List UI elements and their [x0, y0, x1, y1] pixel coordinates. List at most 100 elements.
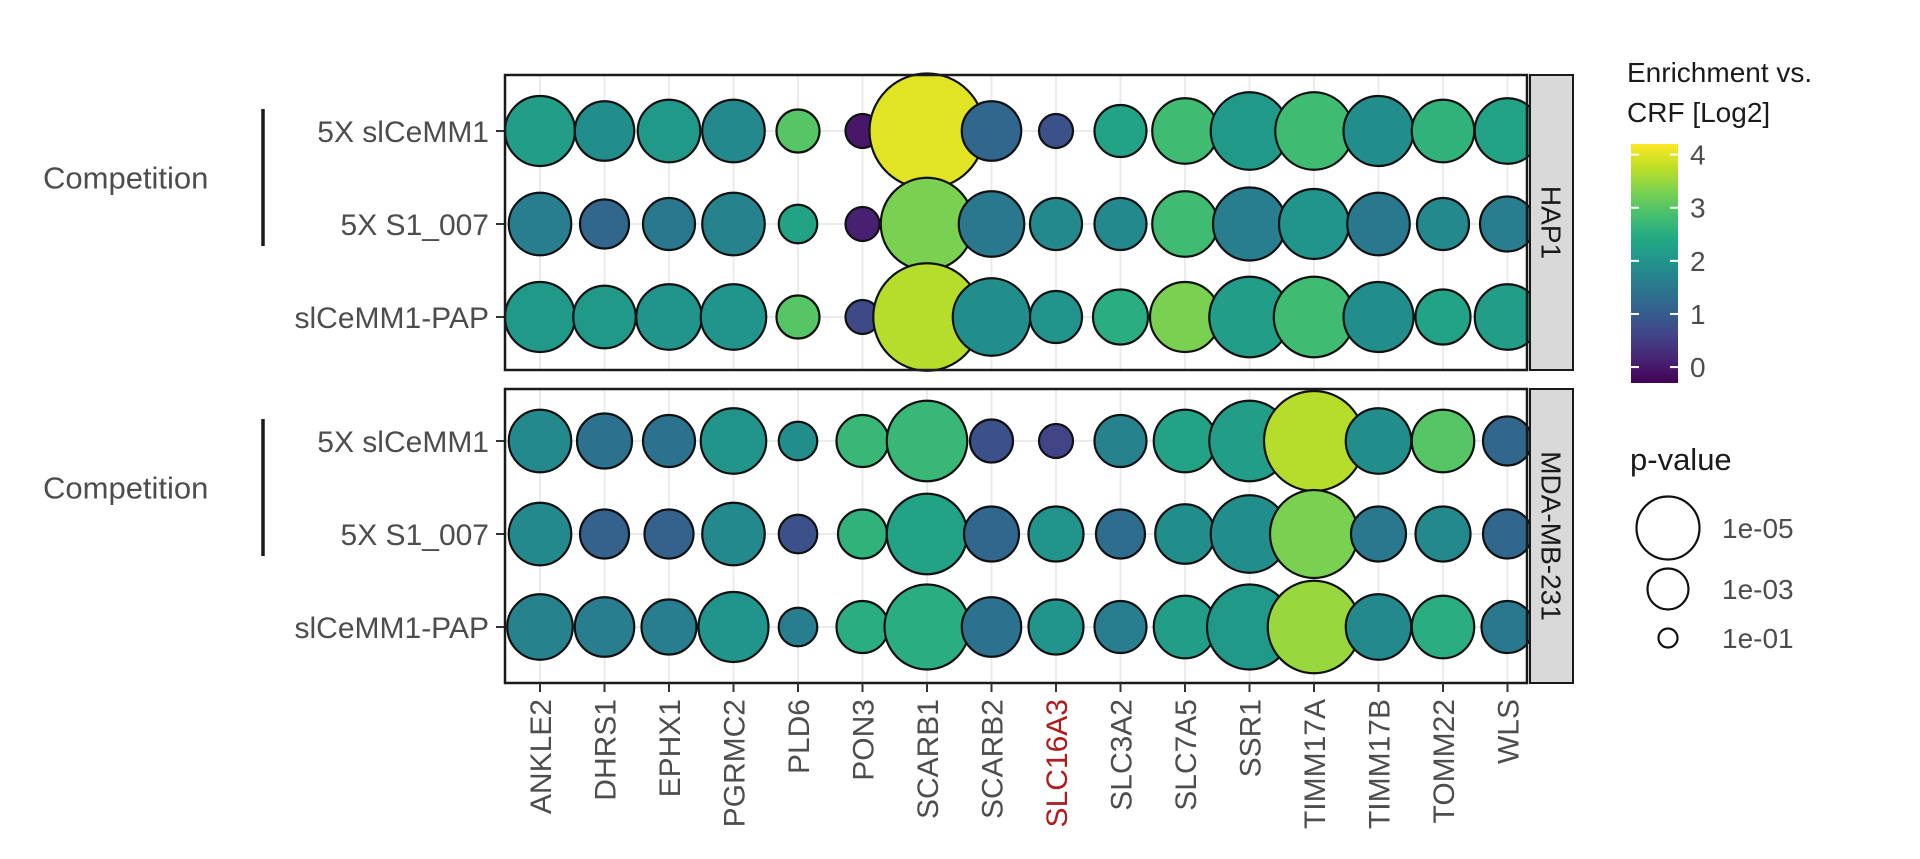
data-point — [699, 283, 768, 351]
data-point — [1027, 505, 1085, 563]
data-point — [1414, 505, 1472, 563]
x-tick-label: SCARB2 — [977, 699, 1010, 819]
data-point — [573, 596, 636, 658]
data-point — [578, 198, 631, 250]
data-point — [1481, 508, 1534, 560]
x-tick-label: SLC7A5 — [1170, 699, 1203, 811]
facet-strip — [1529, 388, 1574, 684]
color-legend-title: Enrichment vs. — [1627, 57, 1812, 88]
data-point — [1093, 413, 1148, 469]
data-point — [575, 412, 634, 470]
data-point — [636, 98, 702, 164]
group-label: Competition — [43, 161, 208, 196]
data-point — [701, 501, 766, 567]
data-point — [1211, 186, 1288, 262]
data-point — [641, 413, 697, 469]
y-tick-label: 5X S1_007 — [341, 209, 489, 242]
colorbar-tick-label: 1 — [1690, 299, 1706, 330]
x-tick-label: ANKLE2 — [525, 699, 558, 814]
colorbar-tick-label: 0 — [1690, 352, 1706, 383]
data-point — [885, 399, 969, 483]
data-point — [573, 100, 636, 162]
data-point — [1414, 288, 1472, 346]
data-point — [1410, 408, 1476, 474]
y-tick-label: slCeMM1-PAP — [295, 302, 489, 335]
facet-strip — [1529, 74, 1574, 371]
data-point — [1342, 280, 1415, 354]
y-tick-label: 5X S1_007 — [341, 519, 489, 552]
x-tick-label: TOMM22 — [1428, 699, 1461, 823]
data-point — [883, 583, 971, 671]
x-tick-label: SSR1 — [1235, 699, 1268, 777]
data-point — [962, 505, 1021, 563]
data-point — [960, 596, 1023, 658]
x-tick-label: PLD6 — [783, 699, 816, 774]
data-point — [701, 191, 766, 257]
data-point — [777, 420, 819, 462]
data-point — [960, 100, 1023, 162]
x-tick-label: TIMM17B — [1364, 699, 1397, 829]
data-point — [1277, 187, 1351, 261]
size-legend-label: 1e-03 — [1722, 574, 1794, 605]
y-tick-label: 5X slCeMM1 — [317, 426, 489, 459]
data-point — [572, 284, 637, 350]
data-point — [777, 203, 819, 245]
data-point — [775, 108, 821, 154]
data-point — [1151, 190, 1219, 258]
group-label: Competition — [43, 471, 208, 506]
data-point — [1027, 598, 1085, 656]
data-point — [1268, 488, 1360, 580]
data-point — [777, 513, 819, 555]
data-point — [1410, 98, 1476, 164]
panel-border — [503, 73, 1529, 372]
data-point — [1151, 97, 1219, 165]
data-point — [578, 508, 631, 560]
data-point — [503, 94, 577, 168]
data-point — [507, 408, 573, 474]
facet-label: HAP1 — [1536, 186, 1567, 259]
data-point — [777, 606, 819, 648]
data-point — [885, 492, 969, 576]
data-point — [697, 590, 770, 664]
size-legend-circle — [1657, 627, 1679, 649]
x-tick-label: PGRMC2 — [719, 699, 752, 827]
data-point — [641, 196, 697, 252]
data-point — [506, 593, 574, 661]
x-tick-label: DHRS1 — [590, 699, 623, 801]
data-point — [844, 205, 881, 243]
data-point — [957, 190, 1026, 258]
data-point — [1272, 275, 1356, 359]
data-point — [1028, 196, 1084, 252]
data-point — [1037, 422, 1075, 460]
data-point — [951, 277, 1032, 357]
data-point — [640, 598, 698, 656]
data-point — [1480, 599, 1535, 655]
data-point — [836, 508, 889, 560]
color-legend-title: CRF [Log2] — [1627, 97, 1770, 128]
data-point — [1344, 593, 1413, 661]
data-point — [503, 280, 577, 354]
data-point — [1410, 594, 1476, 660]
y-tick-label: 5X slCeMM1 — [317, 116, 489, 149]
data-point — [1349, 505, 1408, 563]
data-point — [1415, 196, 1471, 252]
data-point — [1093, 599, 1148, 655]
data-point — [1481, 415, 1534, 467]
data-point — [699, 407, 768, 475]
colorbar — [1631, 144, 1678, 383]
size-legend-title: p-value — [1630, 442, 1732, 477]
data-point — [835, 413, 890, 469]
data-point — [1093, 196, 1148, 252]
data-point — [1093, 103, 1148, 159]
data-point — [968, 418, 1015, 464]
data-point — [1344, 407, 1413, 475]
x-tick-label: TIMM17A — [1299, 699, 1332, 829]
x-tick-label: PON3 — [848, 699, 881, 781]
data-point — [1091, 288, 1150, 346]
data-point — [1342, 94, 1415, 168]
data-point — [1094, 508, 1147, 560]
data-point — [643, 508, 695, 560]
data-point — [507, 191, 573, 257]
data-point — [1037, 112, 1075, 150]
